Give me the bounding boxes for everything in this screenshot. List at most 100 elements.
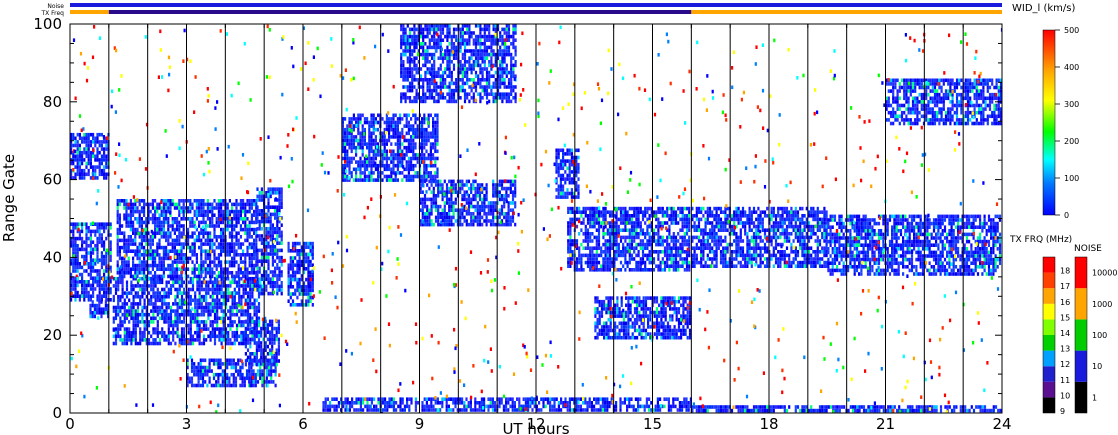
heatmap-cell [154,220,157,225]
heatmap-cell [195,260,198,264]
heatmap-cell [145,274,148,279]
heatmap-cell [622,228,625,232]
heatmap-cell [94,258,97,262]
heatmap-cell [127,263,130,268]
heatmap-cell [646,206,649,211]
heatmap-cell [147,220,150,225]
heatmap-cell [260,216,263,220]
heatmap-cell [253,334,256,338]
heatmap-cell [434,142,437,146]
heatmap-cell [134,276,137,281]
heatmap-cell [180,294,184,299]
heatmap-cell [298,267,301,271]
heatmap-cell [589,232,592,236]
heatmap-cell [474,215,477,220]
heatmap-cell [423,171,426,175]
heatmap-cell [639,268,642,272]
heatmap-cell [298,256,301,260]
heatmap-cell [178,316,181,321]
heatmap-cell [655,232,658,236]
heatmap-cell [269,219,272,224]
heatmap-cell [143,202,146,207]
heatmap-cell [238,294,241,299]
heatmap-cell [363,178,366,182]
heatmap-cell [614,310,617,315]
heatmap-cell [217,376,220,381]
heatmap-cell [215,217,218,221]
heatmap-cell [220,235,223,239]
heatmap-cell [341,145,344,150]
heatmap-cell [89,307,92,311]
heatmap-cell [559,188,562,192]
heatmap-cell [248,383,251,388]
heatmap-cell [357,124,360,128]
heatmap-cell [567,210,570,214]
heatmap-cell [370,178,373,182]
heatmap-cell [74,240,77,244]
heatmap-cell [302,249,306,253]
heatmap-cell [575,260,579,265]
heatmap-cell [224,287,228,292]
heatmap-cell [670,257,673,261]
heatmap-cell [309,245,312,249]
heatmap-cell [566,152,569,156]
heatmap-cell [683,232,686,236]
heatmap-cell [274,216,277,220]
heatmap-cell [89,294,92,298]
heatmap-cell [630,268,634,272]
heatmap-cell [183,280,186,285]
heatmap-cell [385,142,388,146]
heatmap-cell [419,179,422,184]
heatmap-cell [183,309,186,313]
heatmap-cell [184,274,187,279]
heatmap-cell [98,272,101,277]
heatmap-cell [450,208,453,212]
heatmap-cell [248,224,251,228]
heatmap-cell [600,264,603,268]
heatmap-cell [89,265,92,270]
heatmap-cell [209,330,212,335]
heatmap-cell [191,245,194,250]
heatmap-cell [467,222,471,227]
heatmap-cell [582,210,585,214]
heatmap-cell [584,228,587,232]
heatmap-cell [403,174,406,179]
heatmap-cell [275,334,278,338]
heatmap-cell [246,238,249,243]
heatmap-cell [201,380,205,384]
heatmap-cell [103,244,106,248]
heatmap-cell [211,327,214,331]
heatmap-cell [483,212,486,216]
heatmap-cell [679,206,682,211]
heatmap-cell [688,239,691,243]
heatmap-cell [173,227,176,232]
heatmap-cell [646,210,649,214]
heatmap-cell [432,124,435,128]
heatmap-cell [407,174,410,179]
heatmap-cell [189,256,192,261]
heatmap-cell [222,330,225,335]
heatmap-cell [180,242,183,246]
heatmap-cell [584,253,587,258]
heatmap-cell [215,202,218,207]
heatmap-cell [644,210,647,214]
heatmap-cell [385,167,388,172]
heatmap-cell [227,341,230,346]
heatmap-cell [289,274,292,278]
heatmap-cell [117,287,120,292]
heatmap-cell [476,222,479,227]
heatmap-cell [277,352,280,356]
heatmap-cell [118,256,121,261]
heatmap-cell [267,277,270,281]
heatmap-cell [161,327,164,331]
heatmap-cell [132,206,135,210]
heatmap-cell [103,294,106,298]
heatmap-cell [255,220,258,225]
heatmap-cell [244,276,247,281]
heatmap-cell [570,159,573,163]
heatmap-cell [492,201,495,205]
heatmap-cell [187,238,190,243]
heatmap-cell [198,202,201,207]
heatmap-cell [125,330,129,335]
heatmap-cell [646,228,649,232]
